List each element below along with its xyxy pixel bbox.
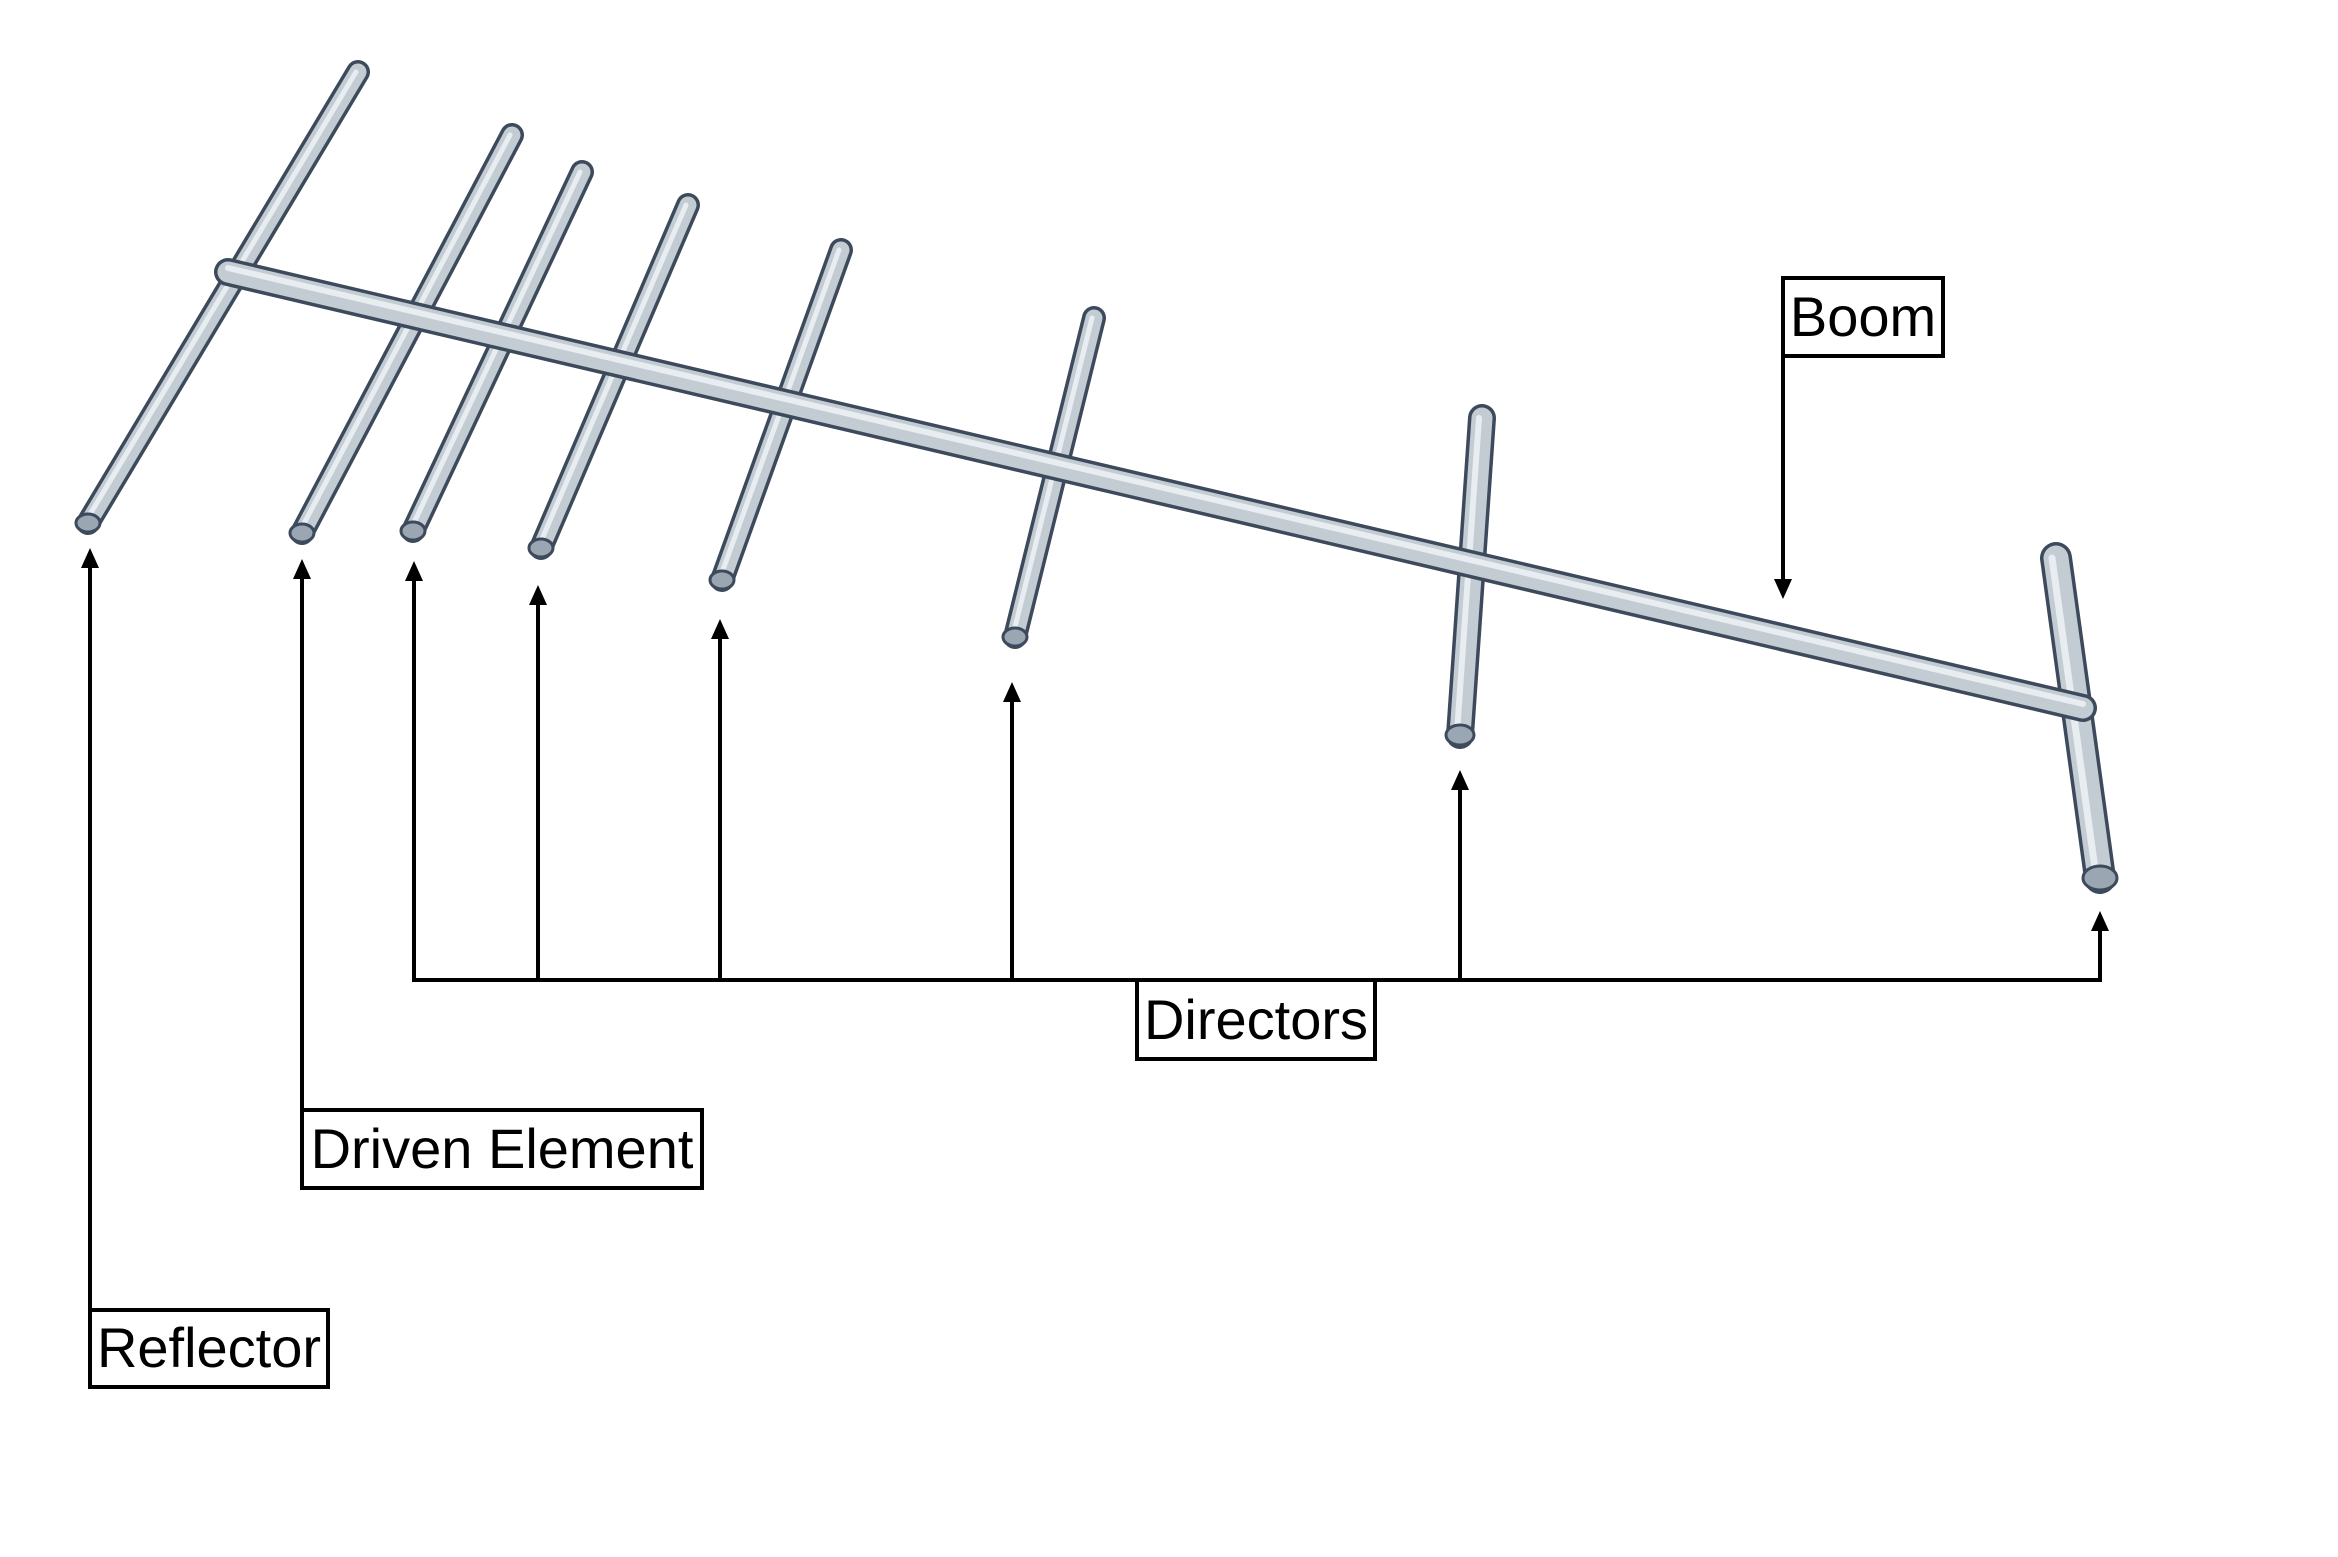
directors-label-text: Directors [1144, 988, 1368, 1051]
reflector-leader [81, 548, 99, 1310]
driven-element-label-text: Driven Element [311, 1117, 694, 1180]
driven-element-leader [293, 559, 311, 1110]
directors-leader [405, 561, 2109, 982]
director-rod-1 [399, 160, 594, 543]
boom-label: Boom [1781, 276, 1945, 358]
driven-element-rod [288, 123, 524, 545]
driven-element-label: Driven Element [300, 1108, 704, 1190]
reflector-label: Reflector [88, 1308, 330, 1389]
directors-label: Directors [1135, 978, 1377, 1061]
antenna-structure [74, 60, 2119, 894]
boom-label-text: Boom [1790, 285, 1936, 348]
boom-leader [1774, 356, 1792, 599]
reflector-label-text: Reflector [97, 1316, 321, 1379]
director-rod-6 [2040, 542, 2119, 894]
director-rod-5 [1444, 404, 1496, 749]
reflector-rod [74, 60, 370, 535]
boom-rod [214, 258, 2097, 722]
